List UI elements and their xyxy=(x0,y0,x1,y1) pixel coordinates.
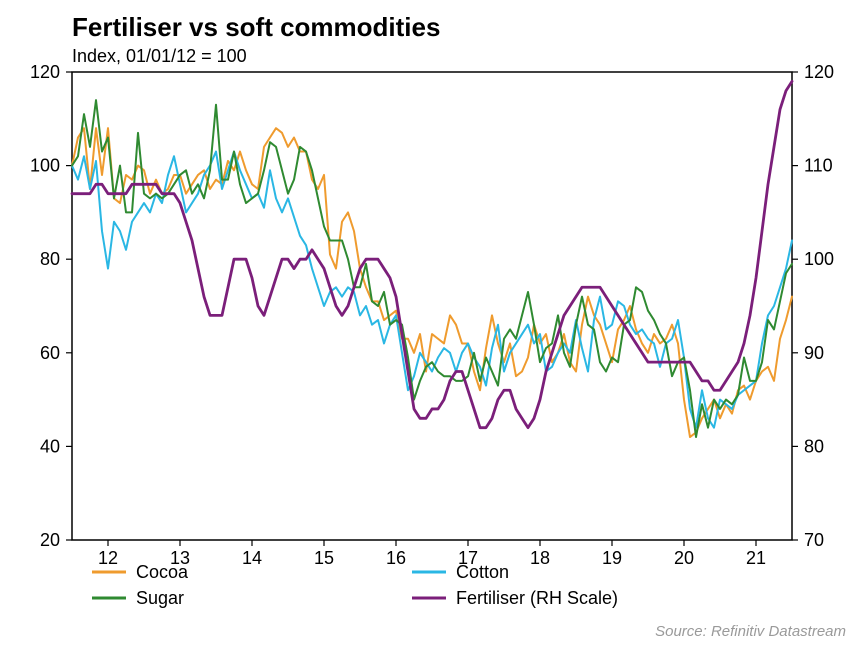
y-right-tick-label: 110 xyxy=(804,156,833,176)
series-fertiliser xyxy=(72,81,792,427)
x-tick-label: 19 xyxy=(602,548,622,568)
x-tick-label: 16 xyxy=(386,548,406,568)
x-tick-label: 12 xyxy=(98,548,118,568)
y-left-tick-label: 100 xyxy=(30,156,60,176)
chart-container: Fertiliser vs soft commodities Index, 01… xyxy=(0,0,858,648)
chart-subtitle: Index, 01/01/12 = 100 xyxy=(72,46,247,67)
y-left-tick-label: 120 xyxy=(30,62,60,82)
legend-label: Cotton xyxy=(456,562,509,582)
plot-border xyxy=(72,72,792,540)
y-right-tick-label: 120 xyxy=(804,62,834,82)
chart-source: Source: Refinitiv Datastream xyxy=(655,623,846,640)
y-right-tick-label: 90 xyxy=(804,343,824,363)
y-left-tick-label: 20 xyxy=(40,530,60,550)
series-sugar xyxy=(72,100,792,437)
legend-label: Fertiliser (RH Scale) xyxy=(456,588,618,608)
series-cotton xyxy=(72,152,792,428)
x-tick-label: 18 xyxy=(530,548,550,568)
x-tick-label: 15 xyxy=(314,548,334,568)
x-tick-label: 14 xyxy=(242,548,262,568)
chart-svg: 2040608010012070809010011012012131415161… xyxy=(0,0,858,648)
legend-label: Cocoa xyxy=(136,562,189,582)
y-right-tick-label: 70 xyxy=(804,530,824,550)
y-right-tick-label: 100 xyxy=(804,249,834,269)
y-left-tick-label: 40 xyxy=(40,436,60,456)
y-left-tick-label: 80 xyxy=(40,249,60,269)
chart-title: Fertiliser vs soft commodities xyxy=(72,12,440,43)
legend-label: Sugar xyxy=(136,588,184,608)
x-tick-label: 20 xyxy=(674,548,694,568)
y-right-tick-label: 80 xyxy=(804,436,824,456)
y-left-tick-label: 60 xyxy=(40,343,60,363)
x-tick-label: 21 xyxy=(746,548,766,568)
